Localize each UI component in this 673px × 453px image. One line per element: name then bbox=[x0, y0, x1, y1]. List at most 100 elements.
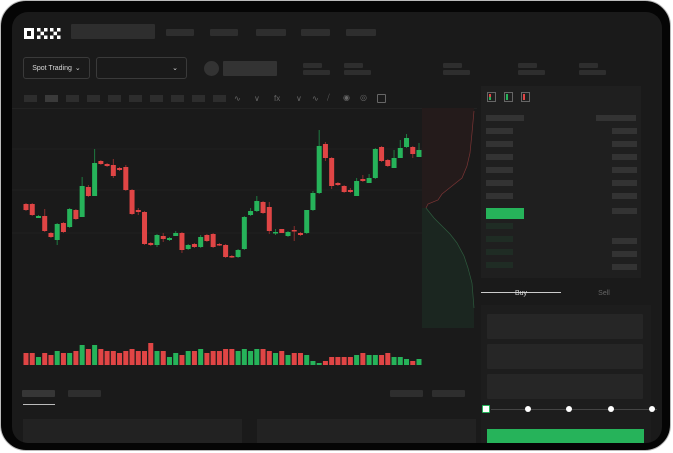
bid-price bbox=[486, 223, 513, 229]
nav-item[interactable] bbox=[166, 29, 194, 36]
candle-up bbox=[273, 232, 279, 234]
stat-label bbox=[579, 63, 598, 68]
orderbook-header-price bbox=[486, 115, 524, 121]
ruler-icon[interactable]: ⧸ bbox=[327, 93, 330, 102]
settings-icon[interactable]: ◎ bbox=[360, 93, 367, 102]
candle-up bbox=[173, 233, 179, 236]
timeframe-button[interactable] bbox=[129, 95, 142, 102]
slider-step[interactable] bbox=[524, 406, 531, 412]
buy-submit-button[interactable] bbox=[487, 429, 644, 443]
tab-buy[interactable]: Buy bbox=[514, 290, 528, 297]
candle-down bbox=[379, 147, 385, 161]
orderbook-asks-icon[interactable] bbox=[521, 92, 530, 102]
volume-bar-up bbox=[366, 355, 372, 365]
volume-bar-down bbox=[379, 355, 385, 365]
stat-label bbox=[303, 63, 322, 68]
timeframe-button[interactable] bbox=[192, 95, 205, 102]
stat-label bbox=[344, 63, 363, 68]
fx-icon[interactable]: fx bbox=[274, 94, 281, 103]
total-input[interactable] bbox=[487, 374, 643, 399]
volume-bar-up bbox=[248, 351, 254, 365]
price-input[interactable] bbox=[487, 314, 643, 339]
candle-down bbox=[142, 212, 148, 244]
timeframe-button[interactable] bbox=[108, 95, 121, 102]
bid-depth-area bbox=[422, 208, 474, 328]
volume-bar-down bbox=[110, 351, 116, 365]
filter-button[interactable] bbox=[390, 390, 423, 397]
trend-icon[interactable]: ∿ bbox=[312, 94, 319, 103]
candle-down bbox=[60, 223, 66, 232]
timeframe-button[interactable] bbox=[66, 95, 79, 102]
volume-bar-down bbox=[98, 349, 104, 365]
volume-bar-down bbox=[341, 357, 347, 365]
ask-depth-area bbox=[422, 108, 474, 208]
stat-value bbox=[579, 70, 606, 75]
filter-button[interactable] bbox=[432, 390, 465, 397]
bid-amount bbox=[612, 264, 637, 270]
timeframe-button[interactable] bbox=[45, 95, 58, 102]
chevron-down-icon[interactable]: ∨ bbox=[296, 94, 302, 103]
volume-bar-down bbox=[117, 353, 123, 365]
candle-down bbox=[291, 230, 297, 232]
volume-bar-up bbox=[235, 351, 241, 365]
volume-bar-up bbox=[67, 353, 73, 365]
volume-bar-down bbox=[210, 351, 216, 365]
nav-item[interactable] bbox=[346, 29, 376, 36]
ask-price bbox=[486, 128, 513, 134]
candle-down bbox=[104, 164, 110, 166]
orderbook-bids-icon[interactable] bbox=[504, 92, 513, 102]
candle-down bbox=[335, 183, 341, 185]
candle-up bbox=[391, 158, 397, 168]
app-screen: Spot Trading ⌄ ⌄ ∿ ∨ fx ∨ ∿ ⧸ ◉ ◎ Buy Se… bbox=[12, 12, 662, 443]
spot-trading-label: Spot Trading bbox=[32, 64, 72, 72]
ask-price bbox=[486, 193, 513, 199]
candle-down bbox=[29, 204, 35, 215]
fullscreen-icon[interactable] bbox=[377, 94, 386, 103]
tab-sell[interactable]: Sell bbox=[598, 290, 610, 297]
candle-up bbox=[35, 216, 41, 218]
candle-down bbox=[266, 207, 272, 231]
trade-tab-underline bbox=[481, 292, 561, 293]
volume-bar-down bbox=[129, 349, 135, 365]
last-price bbox=[486, 208, 524, 219]
spot-trading-dropdown[interactable]: Spot Trading ⌄ bbox=[23, 57, 90, 79]
nav-item[interactable] bbox=[210, 29, 238, 36]
slider-step[interactable] bbox=[649, 406, 655, 412]
candle-down bbox=[223, 245, 229, 257]
candle-up bbox=[241, 217, 247, 249]
slider-handle[interactable] bbox=[482, 405, 490, 413]
candle-up bbox=[354, 181, 360, 196]
tab-open-orders[interactable] bbox=[22, 390, 55, 397]
volume-bar-down bbox=[385, 353, 391, 365]
volume-bar-down bbox=[260, 349, 266, 365]
timeframe-button[interactable] bbox=[171, 95, 184, 102]
line-style-icon[interactable]: ∿ bbox=[234, 94, 241, 103]
camera-icon[interactable]: ◉ bbox=[343, 93, 350, 102]
nav-item[interactable] bbox=[301, 29, 330, 36]
candle-down bbox=[42, 216, 48, 231]
slider-step[interactable] bbox=[566, 406, 572, 412]
timeframe-button[interactable] bbox=[87, 95, 100, 102]
amount-input[interactable] bbox=[487, 344, 643, 369]
candle-up bbox=[79, 186, 85, 217]
search-bar[interactable] bbox=[71, 24, 155, 39]
stat-label bbox=[443, 63, 462, 68]
nav-item[interactable] bbox=[256, 29, 286, 36]
orderbook-both-icon[interactable] bbox=[487, 92, 496, 102]
candle-up bbox=[235, 250, 241, 257]
slider-step[interactable] bbox=[607, 406, 614, 412]
timeframe-button[interactable] bbox=[150, 95, 163, 102]
pair-selector-dropdown[interactable]: ⌄ bbox=[96, 57, 187, 79]
bid-price bbox=[486, 236, 513, 242]
timeframe-button[interactable] bbox=[213, 95, 226, 102]
orders-panel-left bbox=[23, 419, 242, 443]
timeframe-button[interactable] bbox=[24, 95, 37, 102]
indicator-icon[interactable]: ∨ bbox=[254, 94, 260, 103]
amount-slider-track[interactable] bbox=[491, 409, 657, 410]
tab-order-history[interactable] bbox=[68, 390, 101, 397]
volume-bar-down bbox=[85, 349, 91, 365]
volume-bar-down bbox=[142, 351, 148, 365]
bid-amount bbox=[612, 238, 637, 244]
okx-logo[interactable] bbox=[24, 26, 62, 44]
candlestick-chart[interactable] bbox=[12, 12, 662, 443]
